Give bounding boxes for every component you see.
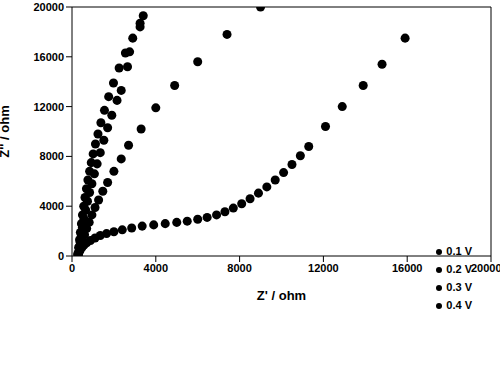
svg-text:12000: 12000 xyxy=(33,101,64,113)
html-text:0.1 V: 0.1 V xyxy=(446,245,472,257)
svg-text:Z'' / ohm: Z'' / ohm xyxy=(8,105,12,157)
html-text:0.3 V: 0.3 V xyxy=(446,281,472,293)
svg-text:0: 0 xyxy=(58,250,64,262)
svg-text:16000: 16000 xyxy=(392,262,423,274)
svg-text:16000: 16000 xyxy=(33,51,64,63)
svg-text:4000: 4000 xyxy=(40,200,64,212)
svg-text:4000: 4000 xyxy=(144,262,168,274)
html-text:0.2 V: 0.2 V xyxy=(446,263,472,275)
svg-text:8000: 8000 xyxy=(40,150,64,162)
svg-text:12000: 12000 xyxy=(308,262,339,274)
svg-text:Z' / ohm: Z' / ohm xyxy=(257,288,306,303)
svg-text:8000: 8000 xyxy=(227,262,251,274)
svg-text:20000: 20000 xyxy=(471,262,492,274)
html-text:0.4 V: 0.4 V xyxy=(446,299,472,311)
svg-text:20000: 20000 xyxy=(33,1,64,13)
svg-text:0: 0 xyxy=(69,262,75,274)
